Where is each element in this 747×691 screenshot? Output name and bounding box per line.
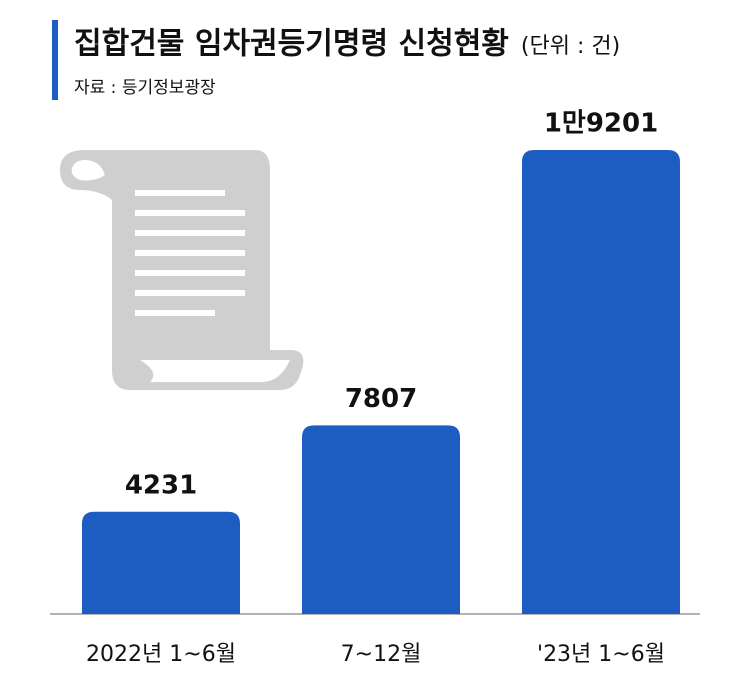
title-accent — [52, 20, 58, 100]
source: 자료 : 등기정보광장 — [74, 78, 216, 98]
value-label: 7807 — [345, 384, 417, 414]
x-tick-label: 2022년 1~6월 — [86, 642, 236, 667]
x-tick-label: '23년 1~6월 — [537, 642, 665, 667]
value-label: 1만9201 — [544, 109, 658, 139]
value-label: 4231 — [125, 470, 197, 500]
bar — [82, 511, 240, 614]
document-icon — [60, 150, 304, 390]
bar — [302, 425, 460, 614]
unit-label: (단위 : 건) — [521, 34, 620, 59]
bar — [522, 150, 680, 614]
x-tick-label: 7~12월 — [341, 642, 422, 667]
chart-title: 집합건물 임차권등기명령 신청현황 — [74, 27, 509, 62]
